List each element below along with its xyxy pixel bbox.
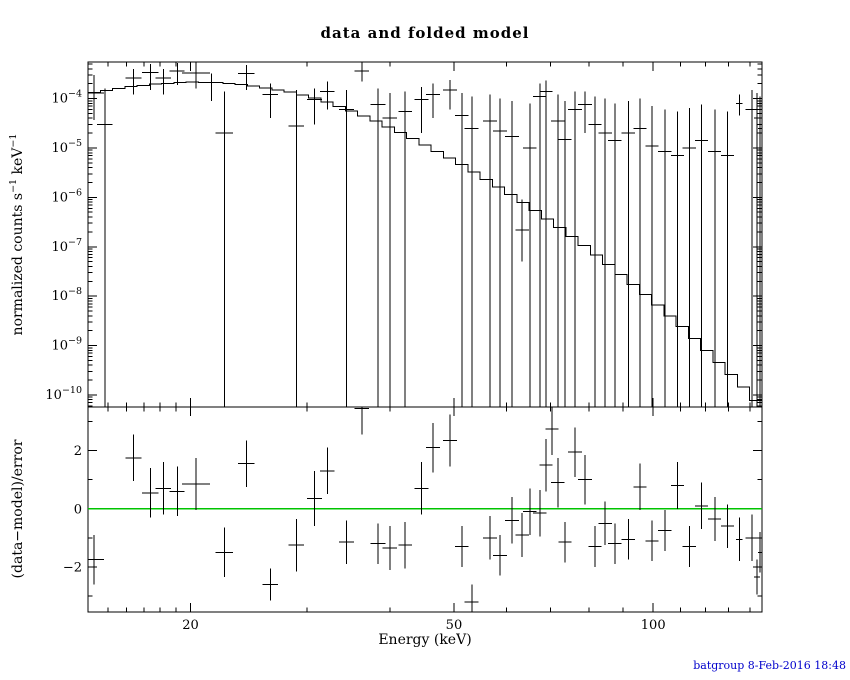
resid-y-tick-label: 2 [74, 444, 82, 459]
y-label-superscript: −1 [8, 134, 19, 148]
resid-y-tick-label: 0 [74, 502, 82, 517]
y-label-superscript: −1 [8, 179, 19, 193]
x-tick-label: 20 [182, 618, 199, 633]
y-tick-label: 10−7 [51, 237, 82, 255]
folded-model-histogram [88, 81, 762, 401]
x-axis-label: Energy (keV) [378, 632, 471, 648]
y-label-text: normalized counts s [10, 193, 26, 336]
spectrum-data-points [88, 62, 762, 407]
top-y-axis-label: normalized counts s−1 keV−1 [8, 134, 26, 336]
x-tick-label: 100 [641, 618, 666, 633]
top-panel-frame [87, 61, 763, 408]
y-tick-label: 10−4 [51, 89, 82, 107]
y-tick-exponent: −6 [68, 187, 82, 198]
footer-timestamp: batgroup 8-Feb-2016 18:48 [693, 659, 846, 672]
y-tick-label: 10−5 [51, 138, 82, 156]
resid-y-tick-label: −2 [63, 560, 82, 575]
axis-tick-labels: 20 50 100 10−10 10−9 10−8 10−7 10−6 10−5 10−4 −2 0 2… [8, 89, 666, 633]
y-tick-exponent: −8 [68, 286, 82, 297]
panel-frames [87, 61, 763, 613]
y-tick-exponent: −9 [68, 336, 82, 347]
y-tick-exponent: −10 [62, 385, 82, 396]
y-tick-label: 10−9 [51, 336, 82, 354]
x-tick-label: 50 [446, 618, 463, 633]
y-tick-label: 10−10 [45, 385, 82, 403]
y-tick-exponent: −4 [68, 89, 82, 100]
y-tick-exponent: −5 [68, 138, 82, 149]
y-tick-exponent: −7 [68, 237, 82, 248]
y-tick-label: 10−8 [51, 286, 82, 304]
residual-data-points [88, 407, 762, 612]
chart-title: data and folded model [321, 24, 530, 42]
bottom-y-axis-label: (data−model)/error [10, 439, 26, 578]
y-tick-label: 10−6 [51, 187, 82, 205]
model-step-line [88, 81, 762, 401]
y-label-text: keV [10, 147, 26, 179]
bottom-panel-frame [87, 406, 763, 613]
